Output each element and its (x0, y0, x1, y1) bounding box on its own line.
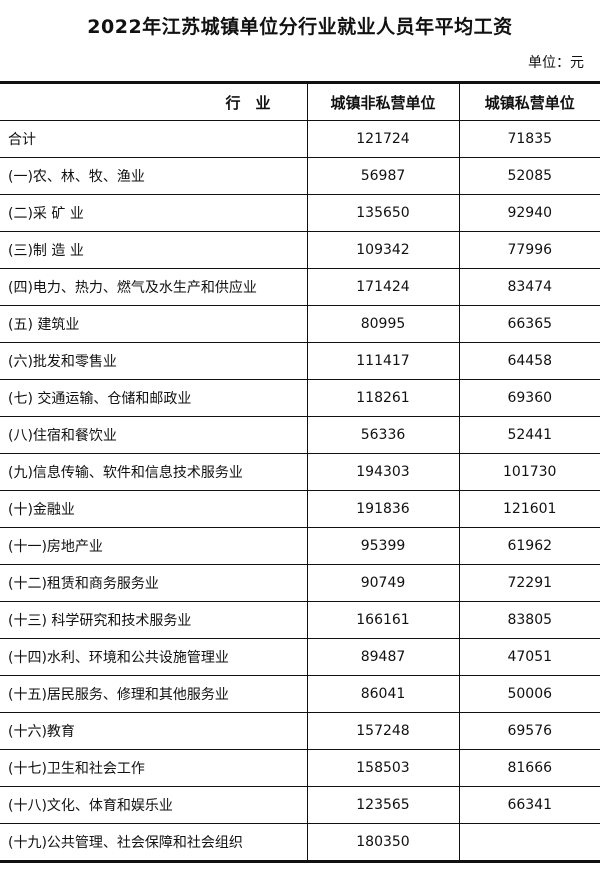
industry-cell: (十七)卫生和社会工作 (0, 749, 307, 787)
industry-cell: (八)住宿和餐饮业 (0, 416, 307, 454)
non-private-wage-cell: 123565 (306, 786, 459, 824)
non-private-wage-cell: 166161 (306, 601, 459, 639)
private-wage-cell: 71835 (458, 120, 600, 158)
private-wage-cell: 69360 (458, 379, 600, 417)
non-private-wage-cell: 109342 (306, 231, 459, 269)
private-wage-cell: 121601 (458, 490, 600, 528)
private-wage-cell: 83474 (458, 268, 600, 306)
private-wage-cell: 72291 (458, 564, 600, 602)
industry-cell: (六)批发和零售业 (0, 342, 307, 380)
private-wage-cell: 61962 (458, 527, 600, 565)
non-private-wage-cell: 80995 (306, 305, 459, 343)
private-wage-cell: 50006 (458, 675, 600, 713)
industry-cell: (一)农、林、牧、渔业 (0, 157, 307, 195)
table-row: (十九)公共管理、社会保障和社会组织 180350 (0, 823, 600, 863)
private-wage-cell: 64458 (458, 342, 600, 380)
private-wage-cell: 66365 (458, 305, 600, 343)
header-industry: 行 业 (0, 82, 307, 121)
industry-cell: (四)电力、热力、燃气及水生产和供应业 (0, 268, 307, 306)
wage-table: 行 业 城镇非私营单位 城镇私营单位 合计 121724 71835 (一)农、林、牧… (0, 81, 600, 863)
non-private-wage-cell: 56336 (306, 416, 459, 454)
table-row: (十七)卫生和社会工作 158503 81666 (0, 749, 600, 787)
private-wage-cell: 101730 (458, 453, 600, 491)
table-row: (十六)教育 157248 69576 (0, 712, 600, 750)
industry-cell: (五) 建筑业 (0, 305, 307, 343)
industry-cell: (十)金融业 (0, 490, 307, 528)
table-row: (十一)房地产业 95399 61962 (0, 527, 600, 565)
non-private-wage-cell: 89487 (306, 638, 459, 676)
private-wage-cell: 47051 (458, 638, 600, 676)
private-wage-cell: 81666 (458, 749, 600, 787)
industry-cell: (七) 交通运输、仓储和邮政业 (0, 379, 307, 417)
private-wage-cell: 69576 (458, 712, 600, 750)
non-private-wage-cell: 171424 (306, 268, 459, 306)
table-row: (二)采 矿 业 135650 92940 (0, 194, 600, 232)
header-private: 城镇私营单位 (458, 82, 600, 121)
non-private-wage-cell: 191836 (306, 490, 459, 528)
table-row: (四)电力、热力、燃气及水生产和供应业 171424 83474 (0, 268, 600, 306)
unit-label: 单位：元 (528, 55, 584, 71)
table-row: (三)制 造 业 109342 77996 (0, 231, 600, 269)
non-private-wage-cell: 135650 (306, 194, 459, 232)
table-row: (十八)文化、体育和娱乐业 123565 66341 (0, 786, 600, 824)
industry-cell: (十四)水利、环境和公共设施管理业 (0, 638, 307, 676)
private-wage-cell: 83805 (458, 601, 600, 639)
private-wage-cell: 52085 (458, 157, 600, 195)
table-row: (一)农、林、牧、渔业 56987 52085 (0, 157, 600, 195)
industry-cell: (十八)文化、体育和娱乐业 (0, 786, 307, 824)
table-row: (七) 交通运输、仓储和邮政业 118261 69360 (0, 379, 600, 417)
industry-cell: (十九)公共管理、社会保障和社会组织 (0, 823, 307, 863)
table-row: (九)信息传输、软件和信息技术服务业 194303 101730 (0, 453, 600, 491)
private-wage-cell: 77996 (458, 231, 600, 269)
private-wage-cell: 52441 (458, 416, 600, 454)
private-wage-cell: 66341 (458, 786, 600, 824)
table-row: 合计 121724 71835 (0, 120, 600, 158)
non-private-wage-cell: 157248 (306, 712, 459, 750)
header-non-private: 城镇非私营单位 (306, 82, 459, 121)
non-private-wage-cell: 121724 (306, 120, 459, 158)
non-private-wage-cell: 180350 (306, 823, 459, 863)
non-private-wage-cell: 90749 (306, 564, 459, 602)
table-row: (六)批发和零售业 111417 64458 (0, 342, 600, 380)
industry-cell: (十五)居民服务、修理和其他服务业 (0, 675, 307, 713)
industry-cell: (十六)教育 (0, 712, 307, 750)
table-row: (十)金融业 191836 121601 (0, 490, 600, 528)
header-row: 行 业 城镇非私营单位 城镇私营单位 (0, 82, 600, 121)
industry-cell: (三)制 造 业 (0, 231, 307, 269)
private-wage-cell (458, 823, 600, 863)
page-title: 2022年江苏城镇单位分行业就业人员年平均工资 (87, 16, 513, 38)
industry-cell: (十一)房地产业 (0, 527, 307, 565)
industry-cell: (九)信息传输、软件和信息技术服务业 (0, 453, 307, 491)
table-row: (十三) 科学研究和技术服务业 166161 83805 (0, 601, 600, 639)
industry-cell: (十三) 科学研究和技术服务业 (0, 601, 307, 639)
table-row: (八)住宿和餐饮业 56336 52441 (0, 416, 600, 454)
table-row: (十五)居民服务、修理和其他服务业 86041 50006 (0, 675, 600, 713)
industry-cell: (十二)租赁和商务服务业 (0, 564, 307, 602)
table-row: (十四)水利、环境和公共设施管理业 89487 47051 (0, 638, 600, 676)
non-private-wage-cell: 56987 (306, 157, 459, 195)
non-private-wage-cell: 118261 (306, 379, 459, 417)
table-row: (五) 建筑业 80995 66365 (0, 305, 600, 343)
industry-cell: (二)采 矿 业 (0, 194, 307, 232)
non-private-wage-cell: 158503 (306, 749, 459, 787)
private-wage-cell: 92940 (458, 194, 600, 232)
non-private-wage-cell: 95399 (306, 527, 459, 565)
non-private-wage-cell: 86041 (306, 675, 459, 713)
table-row: (十二)租赁和商务服务业 90749 72291 (0, 564, 600, 602)
industry-cell: 合计 (0, 120, 307, 158)
non-private-wage-cell: 194303 (306, 453, 459, 491)
non-private-wage-cell: 111417 (306, 342, 459, 380)
